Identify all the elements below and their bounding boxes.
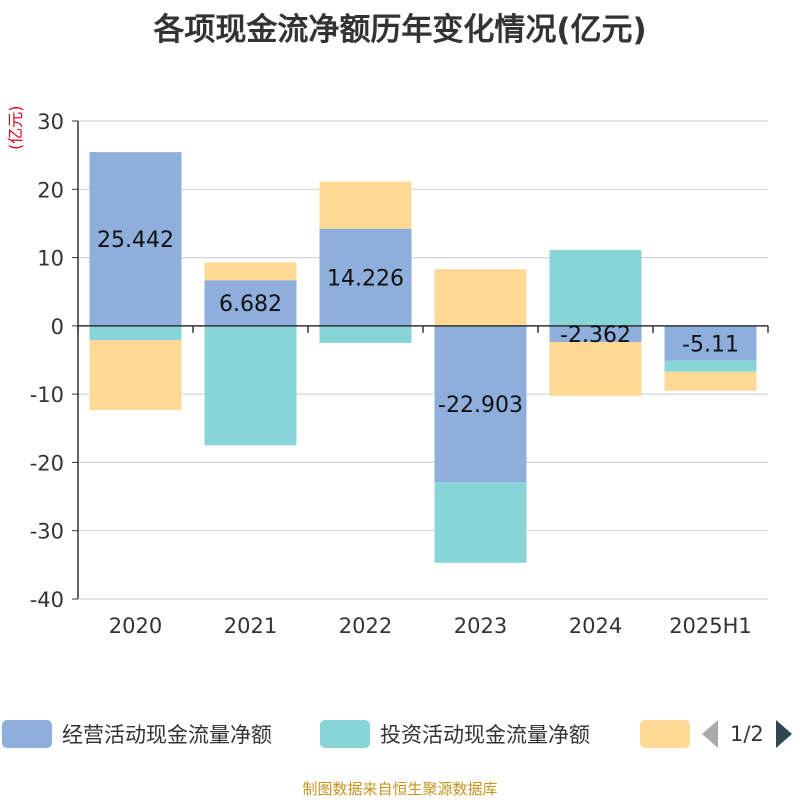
page-indicator: 1/2	[730, 722, 764, 746]
legend-item-operating[interactable]: 经营活动现金流量净额	[2, 716, 272, 752]
next-page-icon[interactable]	[775, 720, 792, 748]
bar-segment[interactable]	[549, 250, 642, 326]
legend-label-operating: 经营活动现金流量净额	[62, 723, 272, 747]
chart-plot: -40 -30 -20 -10 0 10 20 30 2020 2021 2022 2023 2024 2…	[30, 110, 769, 638]
chart-title: 各项现金流净额历年变化情况(亿元)	[153, 12, 647, 48]
y-tick-label: -10	[30, 383, 64, 407]
bar-segment[interactable]	[204, 262, 297, 281]
y-tick-label: 30	[37, 110, 64, 134]
legend-item-financing[interactable]	[640, 716, 690, 752]
bar-segment[interactable]	[89, 325, 182, 341]
x-tick-label: 2020	[109, 614, 162, 638]
bar-segment[interactable]	[204, 325, 297, 446]
y-tick-label: -20	[30, 451, 64, 475]
y-tick-label: 0	[51, 315, 64, 339]
legend-label-investing: 投资活动现金流量净额	[380, 723, 590, 747]
data-label: 6.682	[219, 292, 282, 317]
data-label: -22.903	[438, 393, 523, 418]
y-tick-label: 10	[37, 247, 64, 271]
bar-segment[interactable]	[319, 181, 412, 229]
data-label: 25.442	[97, 228, 174, 253]
data-label: 14.226	[327, 266, 404, 291]
data-label: -5.11	[682, 332, 739, 357]
bar-segment[interactable]	[204, 280, 297, 326]
x-tick-label: 2023	[454, 614, 507, 638]
legend-item-investing[interactable]: 投资活动现金流量净额	[320, 716, 590, 752]
y-tick-label: 20	[37, 178, 64, 202]
legend-swatch-investing	[320, 720, 370, 748]
bar-segment[interactable]	[664, 371, 757, 391]
bar-segment[interactable]	[89, 340, 182, 410]
labels: -40 -30 -20 -10 0 10 20 30 2020 2021 2022 2023 2024 2…	[30, 110, 752, 638]
bars[interactable]	[89, 152, 757, 563]
bar-segment[interactable]	[319, 228, 412, 326]
bar-segment[interactable]	[319, 325, 412, 343]
bar-segment[interactable]	[434, 325, 527, 483]
legend: 经营活动现金流量净额 投资活动现金流量净额 1/2	[0, 716, 800, 752]
bar-segment[interactable]	[434, 482, 527, 563]
x-tick-label: 2021	[224, 614, 277, 638]
legend-swatch-financing	[640, 720, 690, 748]
bar-segment[interactable]	[89, 152, 182, 326]
prev-page-icon[interactable]	[702, 720, 718, 748]
bar-segment[interactable]	[434, 269, 527, 326]
bar-segment[interactable]	[549, 341, 642, 396]
x-tick-label: 2022	[339, 614, 392, 638]
bar-segment[interactable]	[664, 360, 757, 372]
axes	[72, 120, 769, 600]
data-source: 制图数据来自恒生聚源数据库	[302, 780, 498, 798]
y-tick-label: -40	[30, 588, 64, 612]
legend-swatch-operating	[2, 720, 52, 748]
bar-segment[interactable]	[664, 325, 757, 361]
y-tick-label: -30	[30, 520, 64, 544]
x-tick-label: 2025H1	[669, 614, 752, 638]
bar-segment[interactable]	[549, 325, 642, 342]
data-label: -2.362	[560, 323, 631, 348]
x-tick-label: 2024	[569, 614, 622, 638]
legend-pager: 1/2	[702, 716, 792, 752]
